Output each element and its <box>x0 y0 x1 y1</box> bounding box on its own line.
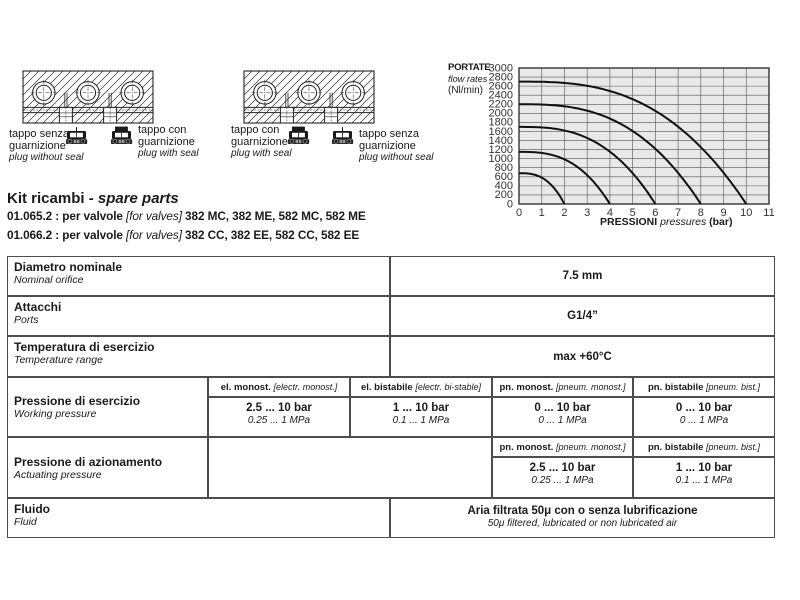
svg-text:3: 3 <box>584 207 590 219</box>
svg-text:0: 0 <box>516 207 522 219</box>
svg-text:1: 1 <box>539 207 545 219</box>
svg-text:3000: 3000 <box>489 62 513 74</box>
svg-text:2: 2 <box>561 207 567 219</box>
svg-text:11: 11 <box>763 207 774 219</box>
svg-text:10: 10 <box>740 207 752 219</box>
